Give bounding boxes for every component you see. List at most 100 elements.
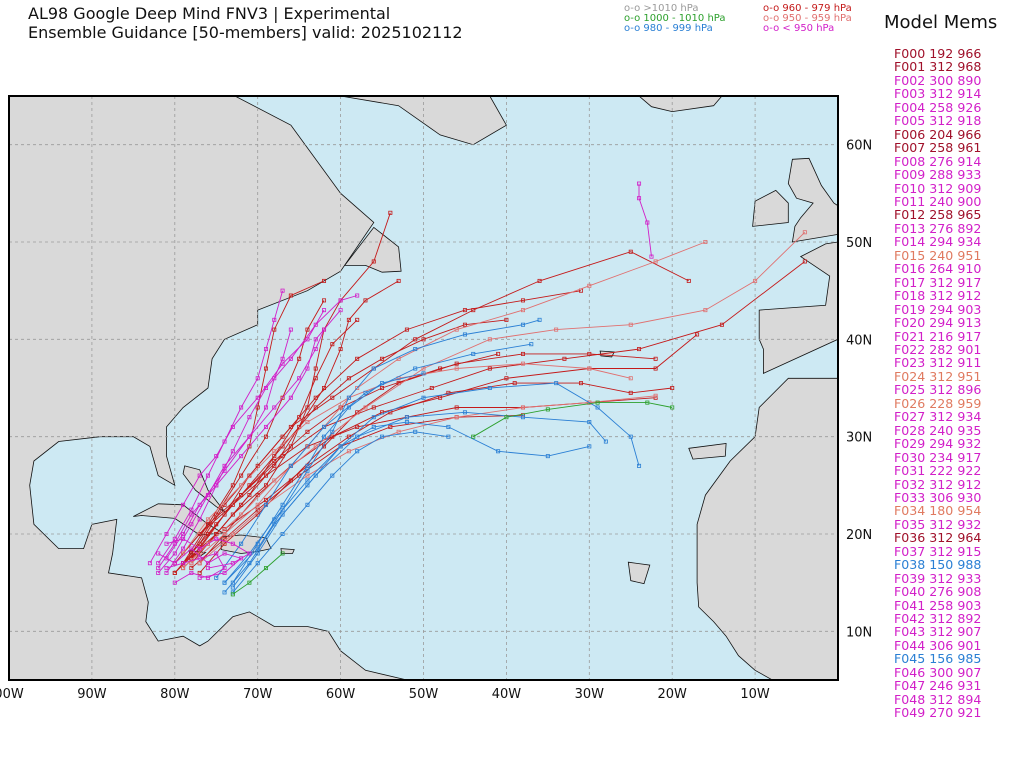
track-point [380,434,385,439]
track-point [396,429,401,434]
title-line-2: Ensemble Guidance [50-members] valid: 20… [28,23,463,42]
track-point [338,308,343,313]
track-point [239,483,244,488]
iceland [638,96,723,113]
track-point [504,415,509,420]
track-line [166,295,358,574]
newfoundland [343,226,402,273]
track-point [239,405,244,410]
track-point [346,317,351,322]
track-point [649,254,654,259]
track-point [280,288,285,293]
track-point [297,424,302,429]
track-point [247,434,252,439]
track-point [214,551,219,556]
track-point [189,566,194,571]
track-point [371,415,376,420]
member-entry: F034 180 954 [894,503,982,519]
track-point [363,390,368,395]
track-point [214,532,219,537]
track-point [322,424,327,429]
track-point [172,580,177,585]
track-point [462,308,467,313]
track-line [472,402,673,438]
track-point [280,356,285,361]
member-entry: F035 312 932 [894,516,982,532]
track-line [232,411,607,588]
track-point [172,541,177,546]
track-point [247,493,252,498]
member-entry: F021 216 917 [894,328,982,344]
track-point [471,434,476,439]
track-point [413,429,418,434]
track-point [272,463,277,468]
track-point [471,351,476,356]
member-entry: F025 312 896 [894,382,982,398]
track-point [197,502,202,507]
track-point [313,322,318,327]
track-point [239,512,244,517]
track-point [288,395,293,400]
track-point [280,395,285,400]
track-point [404,420,409,425]
member-entry: F012 258 965 [894,207,982,223]
lat-tick-label: 30N [846,431,872,446]
track-point [313,444,318,449]
track-point [164,570,169,575]
ensemble-track [471,400,675,439]
ensemble-tracks [147,181,807,597]
track-point [197,561,202,566]
track-point [164,541,169,546]
track-point [454,366,459,371]
track-point [371,405,376,410]
cape-verde [627,561,651,585]
track-point [313,473,318,478]
track-line [199,334,698,564]
track-point [545,407,550,412]
track-point [205,541,210,546]
member-entry: F019 294 903 [894,301,982,317]
member-entry: F048 312 894 [894,691,982,707]
track-point [305,366,310,371]
track-point [496,351,501,356]
track-point [404,415,409,420]
track-point [322,298,327,303]
track-point [355,449,360,454]
member-entry: F011 240 900 [894,193,982,209]
member-entry: F022 282 901 [894,341,982,357]
track-point [239,473,244,478]
track-point [355,385,360,390]
track-line [232,372,424,583]
member-entry: F044 306 901 [894,637,982,653]
track-point [363,298,368,303]
track-point [587,400,592,405]
lon-tick-label: 70W [243,687,273,702]
member-entry: F026 228 959 [894,395,982,411]
track-point [230,580,235,585]
track-point [363,405,368,410]
track-point [205,517,210,522]
track-point [164,532,169,537]
track-point [520,298,525,303]
ensemble-track [230,551,285,597]
track-point [380,356,385,361]
lat-tick-label: 40N [846,333,872,348]
track-line [157,290,284,564]
track-point [263,483,268,488]
track-point [263,424,268,429]
track-point [421,337,426,342]
member-entry: F031 222 922 [894,463,982,479]
track-point [239,493,244,498]
member-entry: F033 306 930 [894,489,982,505]
track-point [189,570,194,575]
track-point [214,454,219,459]
member-entry: F014 294 934 [894,234,982,250]
track-point [280,551,285,556]
member-entry: F037 312 915 [894,543,982,559]
track-point [628,322,633,327]
track-point [637,347,642,352]
track-point [520,405,525,410]
track-point [222,527,227,532]
ensemble-track [222,317,542,585]
member-entry: F017 312 917 [894,274,982,290]
